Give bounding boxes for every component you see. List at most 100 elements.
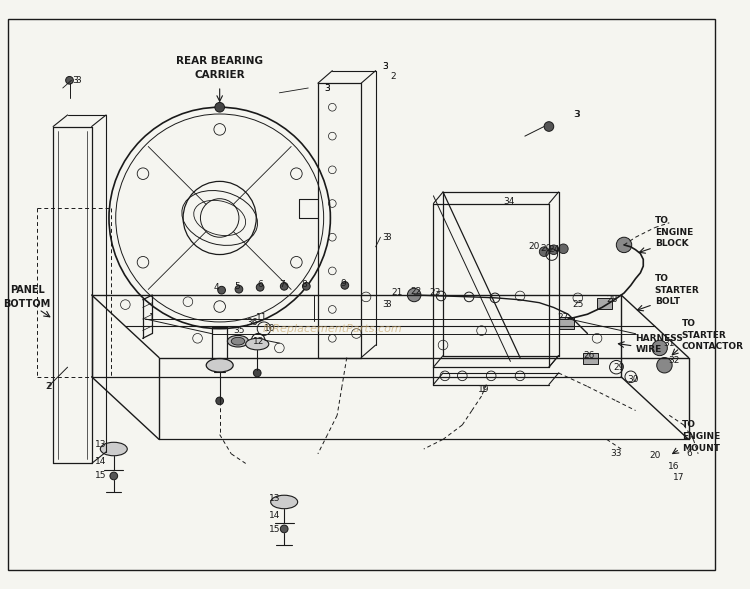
Text: 36: 36	[247, 319, 258, 327]
Ellipse shape	[206, 359, 233, 372]
Text: TO: TO	[682, 319, 696, 328]
Text: 16: 16	[668, 462, 680, 471]
Text: 3: 3	[73, 76, 78, 85]
Text: 3: 3	[382, 62, 388, 71]
Text: 32: 32	[668, 356, 680, 365]
Text: ENGINE: ENGINE	[682, 432, 720, 441]
Text: 17: 17	[674, 474, 685, 482]
Text: 30: 30	[627, 375, 638, 384]
Text: WIRE: WIRE	[635, 345, 662, 355]
Text: TO: TO	[682, 421, 696, 429]
Text: MOUNT: MOUNT	[682, 444, 720, 452]
Text: TO: TO	[655, 274, 669, 283]
Text: 25: 25	[572, 300, 584, 309]
Circle shape	[66, 77, 74, 84]
Text: 2: 2	[46, 382, 51, 391]
Circle shape	[254, 369, 261, 377]
Text: 15: 15	[268, 525, 280, 534]
Text: 26: 26	[584, 351, 595, 360]
Ellipse shape	[100, 442, 128, 456]
Text: 1: 1	[148, 313, 154, 322]
Circle shape	[280, 525, 288, 533]
Text: 27: 27	[558, 313, 569, 322]
Text: 3: 3	[574, 111, 580, 120]
Text: HARNESS: HARNESS	[635, 334, 683, 343]
Text: 35: 35	[233, 326, 244, 335]
Circle shape	[539, 247, 549, 256]
Text: 13: 13	[268, 494, 280, 502]
Text: 3: 3	[573, 111, 579, 120]
Circle shape	[235, 285, 243, 293]
Text: IhReplacementParts.com: IhReplacementParts.com	[262, 324, 402, 334]
Text: 10: 10	[264, 324, 275, 333]
Text: 3: 3	[325, 84, 331, 92]
Text: 2: 2	[390, 72, 396, 81]
Bar	[597, 298, 613, 309]
Text: 2: 2	[46, 382, 52, 391]
Text: 5: 5	[234, 282, 240, 291]
Text: 23: 23	[430, 287, 441, 297]
Text: 11: 11	[256, 313, 268, 322]
Text: 3: 3	[382, 300, 388, 309]
Circle shape	[559, 244, 568, 254]
Text: 20: 20	[650, 451, 661, 460]
Text: TO: TO	[655, 216, 669, 226]
Text: BOLT: BOLT	[655, 297, 680, 306]
Ellipse shape	[227, 335, 248, 347]
Text: STARTER: STARTER	[655, 286, 700, 294]
Text: 3: 3	[386, 233, 391, 241]
Circle shape	[214, 102, 224, 112]
Text: 6: 6	[686, 449, 692, 458]
Circle shape	[652, 340, 668, 356]
Bar	[559, 317, 574, 329]
Ellipse shape	[231, 337, 244, 345]
Text: 13: 13	[94, 440, 106, 449]
Text: CARRIER: CARRIER	[194, 70, 245, 80]
Text: 24: 24	[548, 245, 560, 254]
Text: 21: 21	[392, 287, 403, 297]
Circle shape	[549, 245, 559, 254]
Bar	[583, 353, 598, 364]
Text: 33: 33	[610, 449, 622, 458]
Circle shape	[544, 122, 554, 131]
Text: 4: 4	[214, 283, 220, 292]
Text: 12: 12	[253, 337, 264, 346]
Circle shape	[407, 288, 421, 302]
Text: 28: 28	[607, 295, 618, 305]
Circle shape	[256, 283, 264, 291]
Text: 3: 3	[386, 300, 391, 309]
Circle shape	[302, 283, 310, 290]
Circle shape	[280, 283, 288, 290]
Circle shape	[616, 237, 632, 253]
Circle shape	[341, 282, 349, 289]
Text: 6: 6	[257, 280, 263, 289]
Text: 1: 1	[481, 385, 486, 394]
Text: BLOCK: BLOCK	[655, 240, 688, 249]
Circle shape	[657, 358, 672, 373]
Text: ENGINE: ENGINE	[655, 228, 693, 237]
Circle shape	[110, 472, 118, 480]
Text: 31: 31	[664, 339, 675, 348]
Text: 20: 20	[529, 242, 540, 252]
Text: BOTTOM: BOTTOM	[4, 299, 51, 309]
Text: 22: 22	[410, 287, 422, 296]
Text: 20: 20	[540, 244, 552, 253]
Text: 3: 3	[325, 84, 331, 92]
Text: 29: 29	[614, 363, 625, 372]
Text: 15: 15	[94, 471, 106, 481]
Text: 7: 7	[280, 280, 285, 289]
Ellipse shape	[271, 495, 298, 509]
Text: 14: 14	[94, 457, 106, 466]
Text: REAR BEARING: REAR BEARING	[176, 56, 263, 66]
Text: 3: 3	[75, 76, 81, 85]
Text: 34: 34	[503, 197, 515, 206]
Text: 3: 3	[382, 62, 388, 71]
Text: STARTER: STARTER	[682, 331, 727, 340]
Text: 19: 19	[478, 385, 489, 394]
Text: 14: 14	[268, 511, 280, 520]
Ellipse shape	[246, 338, 268, 350]
Circle shape	[216, 397, 223, 405]
Circle shape	[217, 286, 226, 294]
Text: 8: 8	[302, 280, 307, 289]
Text: 9: 9	[340, 279, 346, 288]
